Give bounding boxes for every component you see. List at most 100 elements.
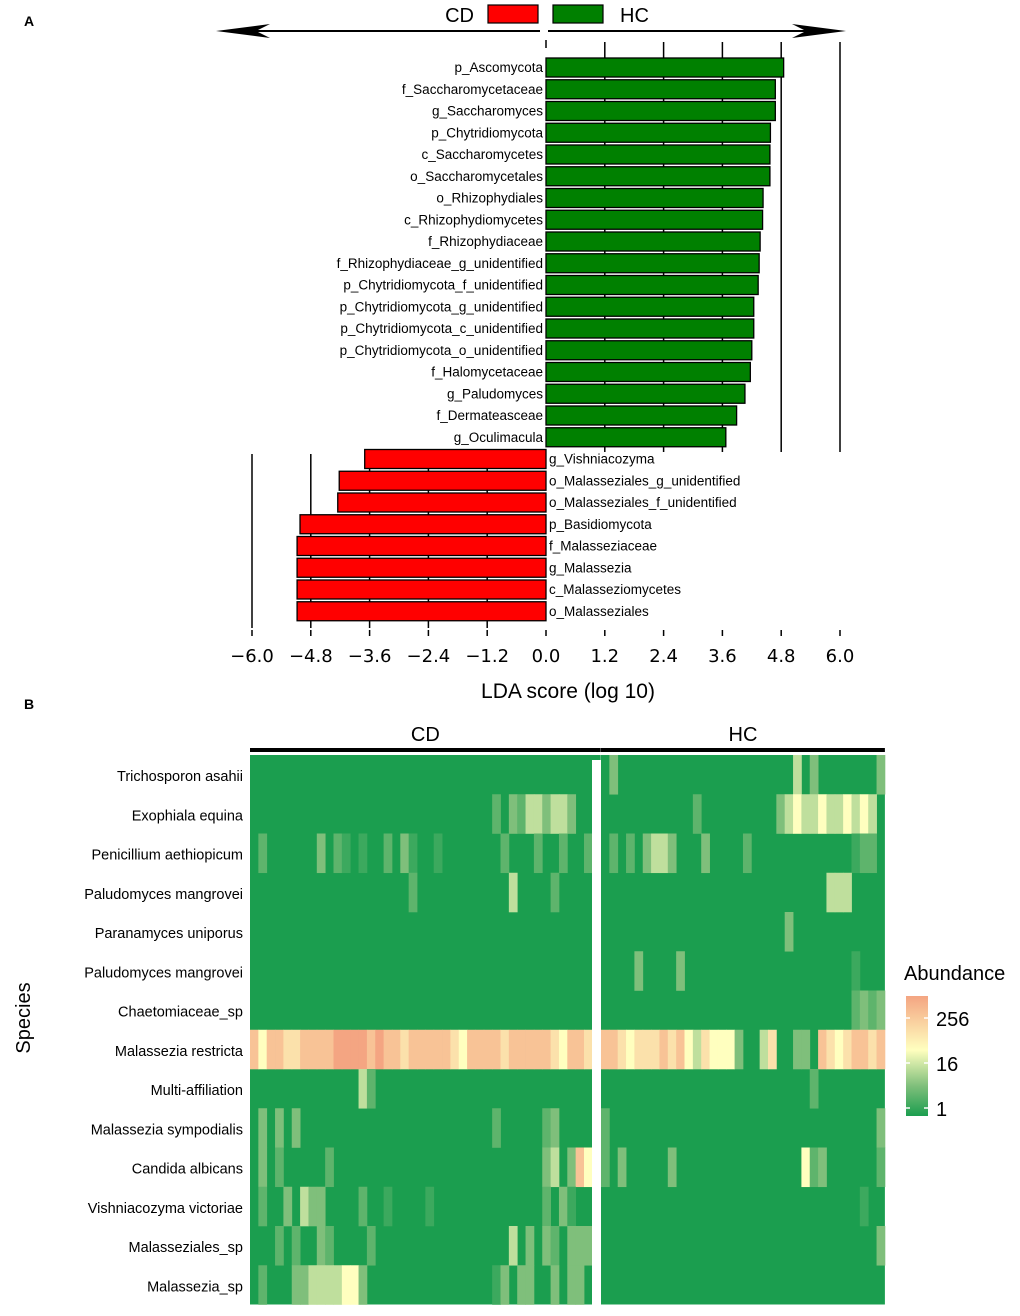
heatmap-row-label: Paludomyces mangrovei (84, 887, 243, 903)
heatmap-cell (258, 1147, 268, 1188)
heatmap-cell (667, 1029, 677, 1070)
lda-bar-label: f_Malasseziaceae (549, 539, 657, 554)
heatmap-cell (584, 1226, 593, 1266)
heatmap-cell (492, 1108, 501, 1148)
heatmap-cell (584, 1029, 593, 1070)
heatmap-row-label: Vishniacozyma victoriae (88, 1201, 243, 1217)
lda-bar (545, 405, 738, 426)
heatmap-cell (601, 1108, 610, 1148)
colorbar-ticks: 256 16 1 (906, 1009, 969, 1121)
heatmap-cell (316, 1226, 326, 1266)
heatmap-cell (408, 872, 418, 913)
heatmap-cell (692, 1029, 702, 1070)
heatmap-cell (375, 1029, 384, 1070)
heatmap-cell (826, 1029, 836, 1070)
heatmap-cell (676, 951, 685, 991)
lda-bar (545, 427, 727, 448)
heatmap-cell (325, 1265, 334, 1305)
heatmap-cell (417, 1029, 426, 1070)
heatmap-cell (717, 1029, 727, 1070)
lda-x-tick-label: 0.0 (532, 646, 561, 667)
heatmap-cell (508, 1029, 518, 1070)
heatmap-cell (659, 833, 669, 874)
heatmap-row-label: Candida albicans (132, 1162, 243, 1178)
heatmap-cell (508, 794, 518, 834)
heatmap-cell (408, 833, 418, 874)
lda-bar-label: p_Chytridiomycota_c_unidentified (340, 321, 543, 336)
heatmap-groups: CD HC (250, 724, 885, 752)
heatmap-cell (325, 1147, 334, 1188)
lda-bar (296, 601, 547, 622)
heatmap-cell (876, 1108, 886, 1148)
heatmap-cell (258, 1265, 268, 1305)
heatmap-cell (601, 1147, 610, 1188)
heatmap-cell (550, 1226, 560, 1266)
heatmap-cell (283, 1186, 293, 1227)
heatmap-cell (575, 1265, 585, 1305)
heatmap-cell (768, 1029, 777, 1070)
heatmap-cell (868, 1029, 877, 1070)
heatmap-cell (383, 1029, 393, 1070)
heatmap-cell (550, 1029, 560, 1070)
heatmap-cell (542, 1226, 551, 1266)
heatmap-cell (876, 1147, 886, 1188)
heatmap-cell (851, 951, 861, 991)
heatmap-cell (567, 1186, 577, 1227)
colorbar-tick-label: 16 (936, 1054, 958, 1076)
heatmap-cell (358, 1069, 368, 1109)
heatmap-cell (533, 1029, 543, 1070)
lda-bar-label: o_Malasseziales (549, 604, 649, 619)
lda-bar-label: c_Rhizophydiomycetes (404, 212, 543, 227)
heatmap-cell (383, 1186, 393, 1227)
panel-label-b: B (24, 696, 34, 712)
heatmap-cell (550, 1108, 560, 1148)
heatmap-cell (517, 1029, 526, 1070)
heatmap-cell (300, 1265, 309, 1305)
heatmap-cell (558, 1186, 568, 1227)
heatmap-cell (250, 1029, 259, 1070)
heatmap-y-axis-title: Species (13, 982, 35, 1053)
heatmap-cell (575, 1226, 585, 1266)
heatmap-cell (567, 1029, 577, 1070)
heatmap-cell (876, 755, 886, 795)
lda-bar-label: p_Basidiomycota (549, 517, 652, 532)
heatmap-cell (818, 1147, 827, 1188)
heatmap-cell (793, 794, 802, 834)
heatmap-group-separator (592, 760, 601, 1305)
heatmap-cell (258, 833, 268, 874)
legend-label-hc: HC (620, 5, 649, 27)
lda-bar-label: p_Chytridiomycota_o_unidentified (340, 343, 543, 358)
heatmap-cell (350, 1265, 359, 1305)
lda-bar-label: f_Halomycetaceae (431, 365, 543, 380)
heatmap-cell (291, 1029, 301, 1070)
heatmap-cell (391, 1029, 401, 1070)
heatmap-cell (316, 1186, 326, 1227)
heatmap-cell (667, 833, 677, 874)
heatmap-cell (542, 1108, 551, 1148)
heatmap-cell (793, 755, 802, 795)
lda-bar-label: f_Dermateasceae (436, 408, 543, 423)
heatmap-cell (400, 833, 410, 874)
heatmap-cell (408, 1029, 418, 1070)
legend-arrow-left (216, 24, 270, 38)
heatmap-row-label: Penicillium aethiopicum (91, 848, 243, 864)
lda-x-tick-label: −1.2 (465, 646, 509, 667)
heatmap-cell (500, 1265, 510, 1305)
lda-bar-label: g_Oculimacula (454, 430, 544, 445)
heatmap-cell (275, 1226, 284, 1266)
heatmap-cell (542, 1147, 551, 1188)
heatmap-cell (793, 1029, 802, 1070)
heatmap-cell (634, 1029, 644, 1070)
heatmap-row-label: Multi-affiliation (151, 1083, 243, 1099)
heatmap-cell (584, 833, 593, 874)
heatmap-cell (834, 794, 844, 834)
legend-swatch-hc (552, 4, 604, 24)
lda-bar-label: o_Saccharomycetales (410, 169, 543, 184)
heatmap-cell (818, 1029, 827, 1070)
heatmap-cell (742, 833, 752, 874)
heatmap-cell (542, 1186, 551, 1227)
heatmap-cell (316, 1265, 326, 1305)
heatmap-cell (483, 1029, 493, 1070)
colorbar-title: Abundance (904, 963, 1005, 985)
heatmap-cell (868, 833, 877, 874)
